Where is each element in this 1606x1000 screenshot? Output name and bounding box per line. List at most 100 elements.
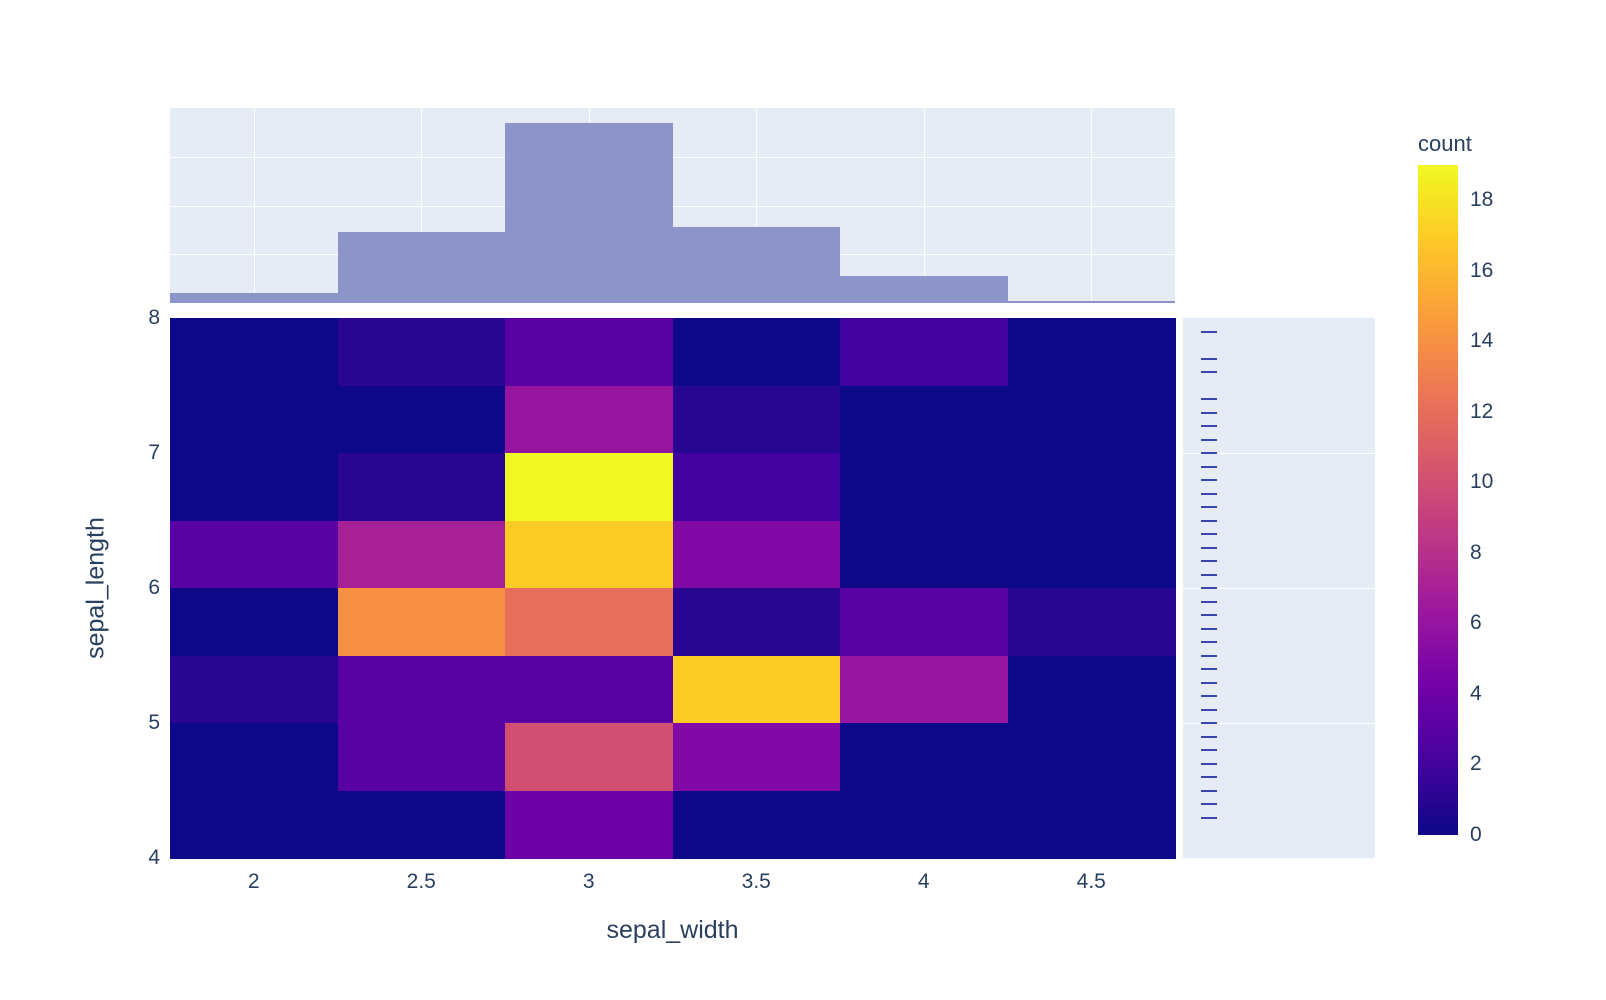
histogram-bar[interactable]: [505, 122, 673, 303]
heatmap-cell[interactable]: [505, 790, 673, 859]
rug-tick[interactable]: [1201, 398, 1217, 400]
heatmap-cell[interactable]: [672, 318, 841, 386]
heatmap-cell[interactable]: [840, 453, 1008, 521]
rug-tick[interactable]: [1201, 749, 1217, 751]
rug-tick[interactable]: [1201, 371, 1217, 373]
heatmap-cell[interactable]: [337, 655, 506, 724]
heatmap-cell[interactable]: [1007, 655, 1176, 724]
heatmap-cell[interactable]: [170, 723, 338, 791]
heatmap-cell[interactable]: [337, 723, 506, 791]
histogram-bar[interactable]: [170, 293, 338, 303]
rug-tick[interactable]: [1201, 614, 1217, 616]
heatmap-cell[interactable]: [170, 453, 338, 521]
heatmap-cell[interactable]: [840, 385, 1008, 454]
heatmap-cell[interactable]: [170, 655, 338, 724]
heatmap-cell[interactable]: [505, 318, 673, 386]
heatmap-cell[interactable]: [337, 453, 506, 521]
rug-tick[interactable]: [1201, 425, 1217, 427]
colorbar-tick-label: 4: [1470, 681, 1482, 705]
colorbar-tick-label: 16: [1470, 258, 1494, 282]
heatmap-cell[interactable]: [170, 318, 338, 386]
heatmap-cell[interactable]: [1007, 723, 1176, 791]
rug-tick[interactable]: [1201, 641, 1217, 643]
histogram-bar[interactable]: [337, 232, 505, 303]
rug-tick[interactable]: [1201, 600, 1217, 603]
heatmap-cell[interactable]: [672, 520, 841, 589]
rug-tick[interactable]: [1201, 627, 1217, 630]
rug-tick[interactable]: [1201, 708, 1217, 711]
rug-tick[interactable]: [1201, 533, 1217, 535]
rug-tick[interactable]: [1201, 587, 1217, 589]
rug-tick[interactable]: [1201, 506, 1217, 508]
heatmap-cell[interactable]: [840, 790, 1008, 859]
heatmap-panel[interactable]: [170, 318, 1176, 859]
heatmap-cell[interactable]: [840, 723, 1008, 791]
rug-tick[interactable]: [1201, 492, 1217, 495]
rug-tick[interactable]: [1201, 722, 1217, 724]
y-tick-label: 4: [148, 846, 160, 869]
rug-panel[interactable]: [1183, 318, 1375, 858]
marginal-histogram-panel[interactable]: [170, 108, 1175, 303]
x-tick-label: 4: [917, 870, 930, 893]
heatmap-cell[interactable]: [337, 588, 506, 656]
histogram-bar[interactable]: [840, 276, 1008, 303]
heatmap-cell[interactable]: [672, 790, 841, 859]
rug-tick[interactable]: [1201, 546, 1217, 549]
heatmap-cell[interactable]: [1007, 520, 1176, 589]
heatmap-cell[interactable]: [505, 385, 673, 454]
rug-tick[interactable]: [1201, 816, 1217, 819]
heatmap-cell[interactable]: [505, 655, 673, 724]
heatmap-cell[interactable]: [505, 520, 673, 589]
heatmap-cell[interactable]: [505, 453, 673, 521]
heatmap-cell[interactable]: [1007, 385, 1176, 454]
rug-tick[interactable]: [1201, 762, 1217, 765]
rug-tick[interactable]: [1201, 330, 1217, 333]
rug-tick[interactable]: [1201, 438, 1217, 441]
heatmap-cell[interactable]: [1007, 453, 1176, 521]
rug-tick[interactable]: [1201, 573, 1217, 576]
heatmap-cell[interactable]: [840, 520, 1008, 589]
rug-tick[interactable]: [1201, 681, 1217, 684]
heatmap-cell[interactable]: [337, 790, 506, 859]
rug-tick[interactable]: [1201, 735, 1217, 738]
rug-tick[interactable]: [1201, 465, 1217, 468]
rug-tick[interactable]: [1201, 411, 1217, 414]
rug-tick[interactable]: [1201, 654, 1217, 657]
heatmap-cell[interactable]: [1007, 588, 1176, 656]
rug-tick[interactable]: [1201, 695, 1217, 697]
heatmap-cell[interactable]: [672, 723, 841, 791]
rug-tick[interactable]: [1201, 519, 1217, 522]
rug-tick[interactable]: [1201, 452, 1217, 454]
rug-tick[interactable]: [1201, 479, 1217, 481]
heatmap-cell[interactable]: [337, 318, 506, 386]
heatmap-cell[interactable]: [840, 318, 1008, 386]
rug-tick[interactable]: [1201, 789, 1217, 792]
heatmap-cell[interactable]: [170, 385, 338, 454]
heatmap-cell[interactable]: [170, 588, 338, 656]
heatmap-cell[interactable]: [672, 453, 841, 521]
rug-tick[interactable]: [1201, 803, 1217, 805]
heatmap-cell[interactable]: [840, 655, 1008, 724]
heatmap-cell[interactable]: [505, 588, 673, 656]
heatmap-cell[interactable]: [672, 655, 841, 724]
heatmap-cell[interactable]: [1007, 790, 1176, 859]
rug-gridline-horizontal: [1183, 723, 1375, 724]
heatmap-cell[interactable]: [170, 790, 338, 859]
heatmap-cell[interactable]: [672, 588, 841, 656]
histogram-bar[interactable]: [1007, 300, 1175, 303]
rug-tick[interactable]: [1201, 357, 1217, 360]
heatmap-cell[interactable]: [840, 588, 1008, 656]
rug-tick[interactable]: [1201, 668, 1217, 670]
heatmap-cell[interactable]: [1007, 318, 1176, 386]
rug-tick[interactable]: [1201, 560, 1217, 562]
heatmap-cell[interactable]: [337, 385, 506, 454]
heatmap-cell[interactable]: [170, 520, 338, 589]
rug-tick[interactable]: [1201, 776, 1217, 778]
colorbar-title: count: [1418, 131, 1472, 156]
colorbar-tick-label: 18: [1470, 188, 1494, 212]
heatmap-cell[interactable]: [505, 723, 673, 791]
heatmap-cell[interactable]: [672, 385, 841, 454]
histogram-bar[interactable]: [672, 227, 840, 303]
heatmap-cell[interactable]: [337, 520, 506, 589]
